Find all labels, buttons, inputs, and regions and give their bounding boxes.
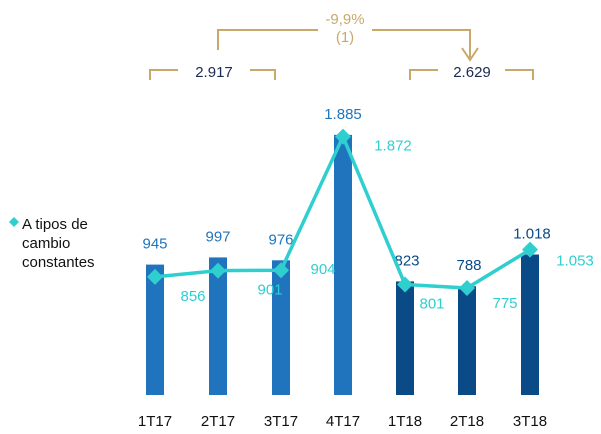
bar <box>458 286 476 395</box>
x-tick-label: 1T17 <box>138 413 172 430</box>
line-value-label: 775 <box>492 295 517 312</box>
bar <box>209 257 227 395</box>
line-value-label: 901 <box>257 282 282 299</box>
x-tick-label: 1T18 <box>388 413 422 430</box>
annotation: -9,9% <box>325 11 364 28</box>
bar <box>521 254 539 395</box>
x-tick-label: 2T18 <box>450 413 484 430</box>
legend-marker <box>9 217 19 227</box>
line-value-label: 801 <box>419 295 444 312</box>
marker <box>210 262 226 279</box>
bracket-change <box>217 29 471 58</box>
bar-value-label: 945 <box>142 236 167 253</box>
marker <box>459 280 475 297</box>
brackets <box>149 29 534 80</box>
marker <box>335 128 351 145</box>
marker <box>397 276 413 293</box>
bar <box>396 281 414 395</box>
bar <box>146 264 164 395</box>
bracket-2017 <box>149 69 276 80</box>
line-value-label: 904 <box>310 261 335 278</box>
annotation: 2.629 <box>453 64 491 81</box>
marker <box>273 262 289 279</box>
annotation: 2.917 <box>195 64 233 81</box>
bar-value-label: 788 <box>456 257 481 274</box>
bar-value-label: 823 <box>394 252 419 269</box>
legend-label: A tipos de cambio constantes <box>22 216 95 271</box>
bar-value-label: 997 <box>205 228 230 245</box>
line-value-label: 1.872 <box>374 138 412 155</box>
bar-value-label: 1.885 <box>324 106 362 123</box>
line-value-label: 856 <box>180 288 205 305</box>
arrow <box>461 47 479 62</box>
bar <box>334 134 352 395</box>
line-value-label: 1.053 <box>556 253 594 270</box>
marker <box>147 268 163 285</box>
x-tick-label: 3T18 <box>513 413 547 430</box>
bar-value-label: 1.018 <box>513 225 551 242</box>
x-tick-label: 4T17 <box>326 413 360 430</box>
x-tick-label: 3T17 <box>264 413 298 430</box>
x-tick-label: 2T17 <box>201 413 235 430</box>
bar <box>272 260 290 395</box>
marker <box>522 241 538 258</box>
annotation: (1) <box>336 29 354 46</box>
bracket-2018 <box>409 69 534 80</box>
bar-value-label: 976 <box>268 231 293 248</box>
